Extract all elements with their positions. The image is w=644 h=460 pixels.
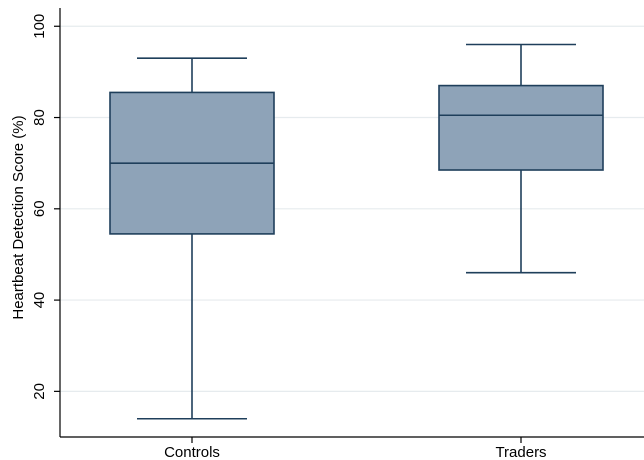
x-ticks: Controls Traders (164, 437, 547, 460)
x-tick-label-controls: Controls (164, 444, 220, 460)
iqr-box-traders (438, 84, 604, 171)
x-tick-label-traders: Traders (495, 444, 546, 460)
y-tick-label-40: 40 (31, 292, 48, 309)
y-tick-label-80: 80 (31, 109, 48, 126)
boxes (109, 43, 604, 420)
axes (59, 8, 644, 438)
y-tick-label-60: 60 (31, 200, 48, 217)
box-traders (438, 43, 604, 274)
y-tick-label-20: 20 (31, 383, 48, 400)
y-ticks: 20 40 60 80 100 (31, 14, 60, 400)
y-tick-label-100: 100 (31, 14, 48, 39)
box-controls (109, 57, 275, 420)
y-axis-label: Heartbeat Detection Score (%) (10, 115, 27, 319)
